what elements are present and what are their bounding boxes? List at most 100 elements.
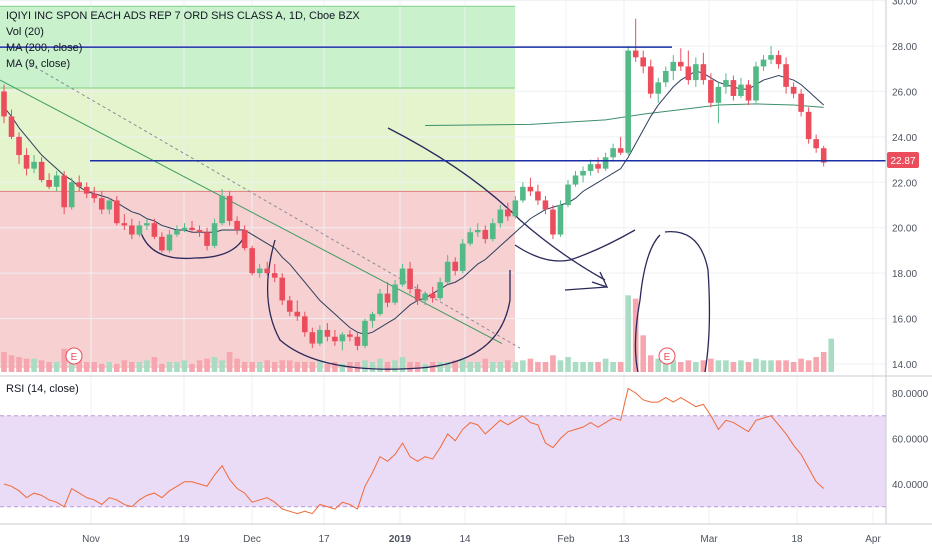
candle [768, 46, 774, 65]
legend-ma200[interactable]: MA (200, close) [6, 42, 82, 54]
candle-body [557, 205, 564, 235]
candle [437, 277, 443, 301]
candle-body [106, 200, 113, 210]
candle [226, 191, 233, 226]
price-axis[interactable]: 30.00 28.00 26.00 24.00 22.00 20.00 18.00 16.00… [892, 0, 917, 371]
rsi-line [3, 387, 825, 515]
candle-body [16, 136, 22, 156]
price-tick-label: 14.00 [892, 360, 917, 371]
candle-body [813, 139, 819, 149]
candle [745, 80, 752, 106]
candle [392, 279, 398, 305]
volume-bar [459, 358, 466, 372]
hand-drawn-annotation [266, 239, 511, 370]
volume-bar [527, 358, 534, 372]
candle-body [587, 164, 594, 171]
last-price-label: 22.87 [890, 156, 915, 167]
volume-bar [685, 360, 692, 372]
candle [542, 195, 549, 215]
candle [264, 261, 270, 276]
candle [820, 145, 827, 167]
legend-rsi[interactable]: RSI (14, close) [6, 383, 79, 395]
candle-body [647, 66, 654, 94]
volume-bar [144, 360, 150, 372]
candle [219, 189, 225, 226]
volume-bar [670, 360, 677, 372]
candle [302, 311, 308, 337]
candle-body [166, 234, 173, 251]
candle-body [775, 55, 782, 65]
candle [715, 82, 722, 124]
candle [723, 73, 729, 94]
volume-bar [339, 363, 346, 372]
candle [279, 273, 286, 305]
legend-ma9[interactable]: MA (9, close) [6, 58, 70, 70]
candle-body [760, 59, 767, 67]
candlesticks [1, 18, 827, 351]
candle-body [490, 223, 496, 240]
volume-bar [377, 358, 383, 372]
volume-bar [384, 362, 391, 372]
legend-vol[interactable]: Vol (20) [6, 26, 44, 38]
volume-bar [565, 357, 571, 372]
volume-bar [505, 360, 511, 372]
candle [8, 109, 15, 140]
horizontal-lines[interactable] [0, 46, 886, 162]
volume-bar [271, 362, 278, 372]
candle-body [685, 66, 692, 81]
volume-bar [8, 355, 15, 372]
candle-body [452, 261, 458, 271]
candle [23, 148, 30, 176]
candle [106, 198, 113, 215]
candle [422, 291, 428, 305]
candle-body [783, 64, 789, 87]
candle-body [399, 268, 406, 285]
volume-bar [602, 358, 609, 372]
earnings-marker-1[interactable]: E [65, 347, 83, 365]
candle [790, 82, 797, 99]
candle [760, 55, 767, 71]
last-price-tag: 22.87 [887, 152, 919, 168]
volume-bar [249, 362, 255, 372]
candle-body [678, 61, 684, 67]
candle-body [384, 293, 391, 303]
candle [805, 107, 812, 144]
volume-bar [159, 363, 165, 372]
candle [535, 184, 541, 205]
volume-bar [753, 358, 759, 372]
time-axis[interactable]: Nov 19 Dec 17 2019 14 Feb 13 Mar 18 Apr [82, 534, 881, 545]
volume-bar [557, 360, 564, 372]
volume-bar [53, 362, 60, 372]
hand-drawn-annotation [387, 127, 606, 281]
rsi-tick-label: 40.0000 [892, 480, 929, 491]
candle-body [505, 209, 511, 217]
candle [347, 329, 353, 342]
volume-bar [798, 358, 804, 372]
candle [362, 318, 368, 349]
candle [377, 289, 383, 317]
volume-bar [715, 360, 722, 372]
candle [467, 227, 474, 246]
volume-bar [189, 363, 195, 372]
volume-bar [324, 363, 331, 372]
earnings-marker-2[interactable]: E [658, 347, 676, 365]
candle-body [632, 50, 639, 58]
candle-body [347, 334, 353, 337]
candle [196, 225, 203, 237]
candle-body [264, 268, 270, 274]
volume-bar [828, 338, 834, 372]
volume-bar [790, 362, 797, 372]
candle [580, 166, 586, 183]
candle-body [580, 170, 586, 176]
volume-bar [181, 360, 188, 372]
candle-body [550, 209, 556, 235]
rsi-axis[interactable]: 80.0000 60.0000 40.0000 [892, 389, 929, 491]
price-tick-label: 16.00 [892, 315, 917, 326]
volume-bar [121, 360, 128, 372]
candle-body [715, 86, 722, 103]
candle [527, 177, 534, 196]
candle [452, 257, 458, 276]
candle [587, 159, 594, 176]
volume-bar [241, 362, 248, 372]
